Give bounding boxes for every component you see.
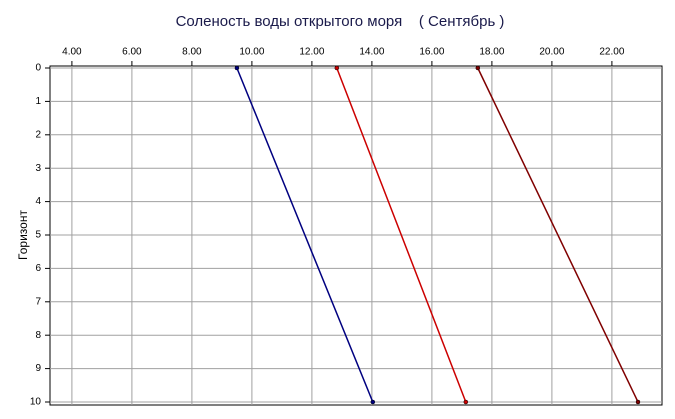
y-tick-label: 2 [35,129,41,140]
x-tick-label: 18.00 [479,47,504,58]
x-tick-label: 16.00 [419,47,444,58]
x-tick-label: 6.00 [122,47,142,58]
y-tick-label: 4 [35,196,41,207]
data-point [234,65,240,71]
data-point [475,65,481,71]
x-tick-label: 12.00 [299,47,324,58]
data-point [334,65,340,71]
chart-title: Соленость воды открытого моря ( Сентябрь… [176,13,505,30]
x-tick-label: 10.00 [239,47,264,58]
y-tick-label: 3 [35,163,41,174]
y-tick-label: 7 [35,296,41,307]
series-line [477,67,639,403]
x-tick-label: 20.00 [539,47,564,58]
y-axis-label: Горизонт [16,210,30,260]
y-tick-label: 10 [30,397,42,408]
x-tick-label: 22.00 [599,47,624,58]
series-line [336,67,467,403]
y-tick-label: 0 [35,63,41,74]
y-tick-label: 5 [35,230,41,241]
data-point [370,399,376,405]
y-tick-label: 6 [35,263,41,274]
y-tick-label: 1 [35,96,41,107]
x-tick-label: 8.00 [182,47,202,58]
plot-frame [49,65,663,406]
y-tick-label: 8 [35,330,41,341]
y-tick-label: 9 [35,363,41,374]
data-point [635,399,641,405]
x-tick-label: 14.00 [359,47,384,58]
x-tick-label: 4.00 [62,47,82,58]
series-line [236,67,374,403]
data-point [463,399,469,405]
